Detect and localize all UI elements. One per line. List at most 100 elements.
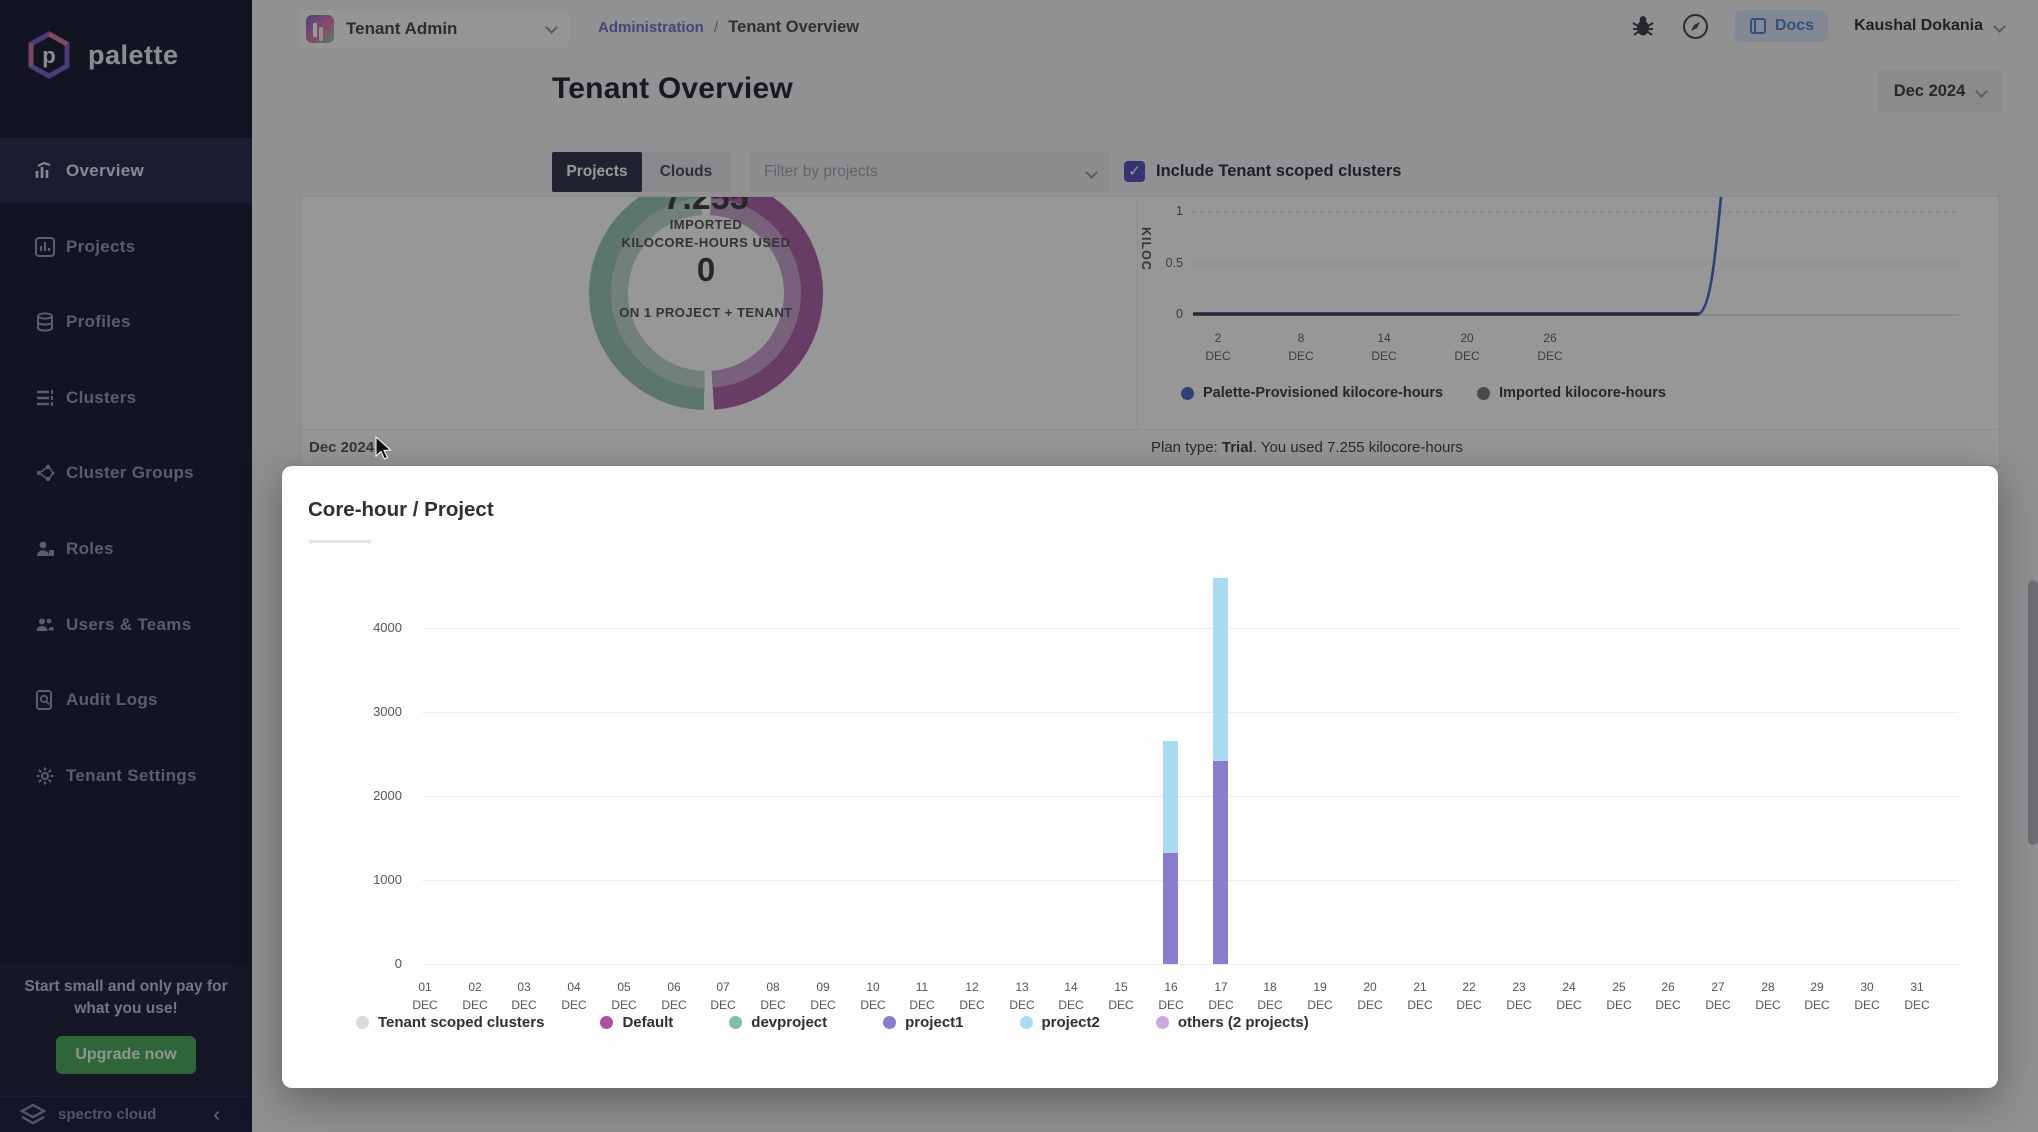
core-hour-modal: Core-hour / Project 0 1000 2000 3000 4000 01 D… xyxy=(282,466,1998,1088)
bar-chart-x-tick: 04 DEC xyxy=(561,980,587,1012)
tenant-settings-icon xyxy=(34,765,56,787)
bar-chart-x-tick: 01 DEC xyxy=(412,980,438,1012)
sidebar: p palette Overview Projects Profiles Cluste… xyxy=(0,0,252,1132)
tab-clouds[interactable]: Clouds xyxy=(642,152,730,192)
sidebar-item-clusters[interactable]: Clusters xyxy=(0,365,252,430)
sidebar-item-label: Cluster Groups xyxy=(66,462,194,482)
line-chart-legend: Palette-Provisioned kilocore-hours Import… xyxy=(1181,385,1666,401)
audit-logs-icon xyxy=(34,689,56,711)
line-chart-y-tick: 1 xyxy=(1176,204,1183,218)
line-chart-x-tick: 26 DEC xyxy=(1537,331,1563,363)
sidebar-item-profiles[interactable]: Profiles xyxy=(0,289,252,354)
sidebar-item-audit-logs[interactable]: Audit Logs xyxy=(0,667,252,732)
roles-icon xyxy=(34,538,56,560)
sidebar-collapse-button[interactable]: ‹ xyxy=(213,1103,220,1126)
line-chart-x-tick: 8 DEC xyxy=(1288,331,1314,363)
modal-title: Core-hour / Project xyxy=(308,498,494,521)
bar-chart-gridline xyxy=(422,880,1958,881)
filter-by-projects-input[interactable]: Filter by projects xyxy=(750,152,1110,192)
topbar: Tenant Admin Administration / Tenant Ove… xyxy=(252,0,2038,192)
period-selector[interactable]: Dec 2024 xyxy=(1878,70,2002,112)
docs-button[interactable]: Docs xyxy=(1734,10,1829,42)
usage-donut-chart xyxy=(589,197,823,410)
page-title: Tenant Overview xyxy=(552,72,793,105)
sidebar-item-projects[interactable]: Projects xyxy=(0,214,252,279)
page-scrollbar-thumb[interactable] xyxy=(2028,580,2038,845)
breadcrumb-administration[interactable]: Administration xyxy=(598,19,704,36)
bar-segment-project1 xyxy=(1213,761,1228,964)
donut-hole xyxy=(628,215,784,371)
legend-dot xyxy=(1019,1016,1033,1029)
bar-chart-x-tick: 29 DEC xyxy=(1804,980,1830,1012)
bar-chart-x-tick: 27 DEC xyxy=(1705,980,1731,1012)
plan-label: Plan type: xyxy=(1151,439,1218,456)
bar-chart-gridline xyxy=(422,712,1958,713)
legend-item: others (2 projects) xyxy=(1155,1014,1309,1031)
docs-label: Docs xyxy=(1774,17,1815,34)
legend-item: project2 xyxy=(1019,1014,1100,1031)
svg-text:p: p xyxy=(42,43,55,68)
spectro-cloud-icon xyxy=(19,1103,47,1124)
bar-chart-x-tick: 03 DEC xyxy=(511,980,537,1012)
bar-chart-x-tick: 15 DEC xyxy=(1108,980,1134,1012)
sidebar-item-cluster-groups[interactable]: Cluster Groups xyxy=(0,440,252,505)
users-teams-icon xyxy=(34,614,56,636)
compass-icon[interactable] xyxy=(1682,13,1709,40)
legend-label: project2 xyxy=(1041,1014,1100,1031)
bug-report-icon[interactable] xyxy=(1630,13,1656,39)
sidebar-item-label: Roles xyxy=(66,538,114,558)
bar-chart-x-tick: 07 DEC xyxy=(710,980,736,1012)
donut-label-projects: ON 1 PROJECT + TENANT xyxy=(619,305,793,320)
upgrade-now-button[interactable]: Upgrade now xyxy=(56,1036,196,1074)
bar-chart-x-tick: 02 DEC xyxy=(462,980,488,1012)
bar-chart-x-tick: 30 DEC xyxy=(1854,980,1880,1012)
spectro-cloud-label: spectro cloud xyxy=(58,1106,157,1123)
mouse-cursor xyxy=(375,436,392,460)
donut-label-kch-used: KILOCORE-HOURS USED xyxy=(621,235,791,250)
sidebar-item-label: Profiles xyxy=(66,311,131,331)
kilocore-line-chart xyxy=(1193,197,1959,316)
legend-dot xyxy=(1155,1016,1169,1029)
profiles-icon xyxy=(34,311,56,333)
tenant-scoped-checkbox-label: Include Tenant scoped clusters xyxy=(1156,162,1402,180)
legend-item: Default xyxy=(600,1014,673,1031)
period-label: Dec 2024 xyxy=(1893,81,1966,100)
bar-chart-gridline xyxy=(422,796,1958,797)
legend-label: Tenant scoped clusters xyxy=(378,1014,545,1031)
line-chart-x-tick: 20 DEC xyxy=(1454,331,1480,363)
sidebar-item-label: Projects xyxy=(66,236,136,256)
bar-chart-x-tick: 22 DEC xyxy=(1456,980,1482,1012)
plan-value: Trial xyxy=(1217,439,1253,456)
bar-chart-x-tick: 26 DEC xyxy=(1655,980,1681,1012)
upgrade-promo: Start small and only pay for what you us… xyxy=(0,962,252,1096)
bar-chart-x-tick: 20 DEC xyxy=(1357,980,1383,1012)
sidebar-item-roles[interactable]: Roles xyxy=(0,516,252,581)
legend-label: Imported kilocore-hours xyxy=(1499,385,1666,401)
user-menu[interactable]: Kaushal Dokania xyxy=(1854,17,1983,34)
sidebar-item-overview[interactable]: Overview xyxy=(0,138,252,203)
tenant-scoped-checkbox[interactable]: ✓ xyxy=(1124,161,1145,182)
legend-dot xyxy=(1181,386,1194,400)
plan-type-text: Plan type: Trial. You used 7.255 kilocor… xyxy=(1151,439,1463,456)
bar-chart-x-tick: 28 DEC xyxy=(1755,980,1781,1012)
bar-chart-gridline xyxy=(422,628,1958,629)
bar-chart-x-tick: 10 DEC xyxy=(860,980,886,1012)
bar-chart-x-tick: 11 DEC xyxy=(909,980,935,1012)
bar-segment-project2 xyxy=(1213,578,1228,761)
bar-chart-x-tick: 17 DEC xyxy=(1208,980,1234,1012)
bar-chart-x-tick: 05 DEC xyxy=(611,980,637,1012)
bar-chart-y-tick: 2000 xyxy=(373,788,402,803)
line-chart-y-tick: 0.5 xyxy=(1165,256,1183,270)
legend-item: Imported kilocore-hours xyxy=(1477,385,1666,401)
filters-toolbar: Projects Clouds Filter by projects ✓ Inc… xyxy=(504,148,2038,196)
sidebar-item-tenant-settings[interactable]: Tenant Settings xyxy=(0,743,252,808)
tab-projects[interactable]: Projects xyxy=(552,152,642,192)
card-period-label: Dec 2024 xyxy=(309,439,375,456)
sidebar-item-users-teams[interactable]: Users & Teams xyxy=(0,592,252,657)
legend-label: devproject xyxy=(751,1014,828,1031)
tenant-scope-selector[interactable]: Tenant Admin xyxy=(300,10,570,48)
legend-dot xyxy=(883,1016,897,1029)
tenant-admin-icon xyxy=(306,15,334,43)
card-footer-divider xyxy=(301,429,1999,430)
